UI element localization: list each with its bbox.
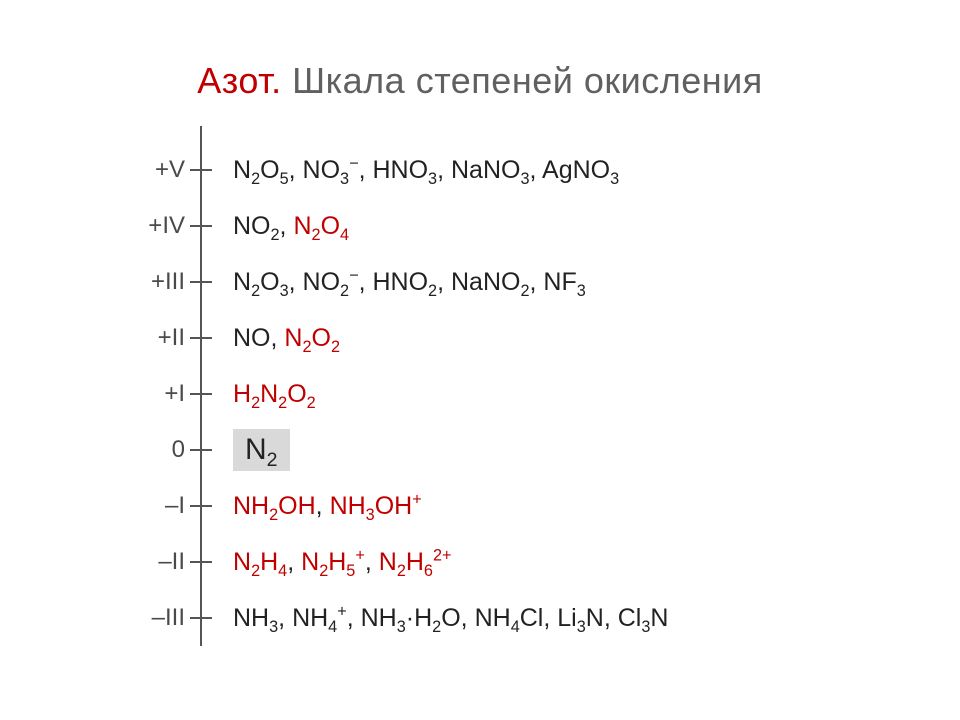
compound-list: H2N2O2 [233, 380, 316, 409]
compound: Cl3N [618, 604, 669, 632]
separator: , [359, 268, 373, 296]
compound: NO2− [303, 268, 359, 296]
axis-tick [190, 561, 212, 563]
separator: , [271, 324, 285, 352]
title-prefix: Азот. [197, 60, 281, 101]
zero-state-box: N2 [233, 429, 290, 471]
separator: , [530, 156, 543, 184]
separator: , [530, 268, 544, 296]
oxidation-state-label: –III [130, 604, 185, 632]
separator: , [359, 156, 373, 184]
scale-row: –III NH3, NH4+, NH3·H2O, NH4Cl, Li3N, Cl3… [130, 602, 900, 634]
separator: , [289, 156, 303, 184]
compound: Li3N [557, 604, 604, 632]
separator: , [604, 604, 618, 632]
scale-row: +III N2O3, NO2−, HNO2, NaNO2, NF3 [130, 266, 900, 298]
title-rest: Шкала степеней окисления [282, 60, 763, 101]
separator: , [543, 604, 557, 632]
compound: HNO3 [372, 156, 437, 184]
compound: NH2OH [233, 492, 316, 520]
compound: NH3OH+ [330, 492, 422, 520]
separator: , [365, 548, 379, 576]
compound-list: NO2, N2O4 [233, 212, 349, 241]
compound-list: N2O3, NO2−, HNO2, NaNO2, NF3 [233, 268, 586, 297]
separator: , [287, 548, 301, 576]
axis-tick [190, 505, 212, 507]
separator: , [280, 212, 294, 240]
axis-tick [190, 449, 212, 451]
compound: NF3 [543, 268, 585, 296]
oxidation-state-label: +I [130, 380, 185, 408]
separator: , [461, 604, 475, 632]
compound: HNO2 [372, 268, 437, 296]
oxidation-state-label: +II [130, 324, 185, 352]
separator: , [437, 268, 451, 296]
compound: N2H62+ [379, 548, 452, 576]
compound: NH3 [233, 604, 278, 632]
compound: N2H4 [233, 548, 287, 576]
separator: , [437, 156, 451, 184]
oxidation-state-label: 0 [130, 436, 185, 464]
separator: , [347, 604, 361, 632]
axis-tick [190, 225, 212, 227]
axis-tick [190, 169, 212, 171]
page-title: Азот. Шкала степеней окисления [0, 0, 960, 126]
scale-row: +II NO, N2O2 [130, 322, 900, 354]
oxidation-state-label: –II [130, 548, 185, 576]
oxidation-state-label: +V [130, 156, 185, 184]
oxidation-state-label: +III [130, 268, 185, 296]
compound-list: NH2OH, NH3OH+ [233, 492, 422, 521]
compound: NaNO3 [451, 156, 530, 184]
scale-row: +V N2O5, NO3−, HNO3, NaNO3, AgNO3 [130, 154, 900, 186]
compound: N2O2 [284, 324, 340, 352]
scale-row: 0N2 [130, 434, 900, 466]
scale-row: +IV NO2, N2O4 [130, 210, 900, 242]
compound-list: NO, N2O2 [233, 324, 340, 353]
compound: NH4Cl [475, 604, 544, 632]
compound-list: N2 [233, 429, 290, 471]
compound: N2H5+ [301, 548, 365, 576]
compound: N2O5 [233, 156, 289, 184]
separator: , [316, 492, 330, 520]
compound: N2O4 [293, 212, 349, 240]
axis-tick [190, 617, 212, 619]
compound: NaNO2 [451, 268, 530, 296]
separator: , [289, 268, 303, 296]
compound: NO [233, 324, 271, 352]
scale-row: –II N2H4, N2H5+, N2H62+ [130, 546, 900, 578]
separator: , [278, 604, 292, 632]
axis-tick [190, 393, 212, 395]
oxidation-state-label: –I [130, 492, 185, 520]
compound-list: N2H4, N2H5+, N2H62+ [233, 548, 452, 577]
oxidation-scale: +V N2O5, NO3−, HNO3, NaNO3, AgNO3 +IV NO2, … [130, 126, 900, 666]
scale-row: –I NH2OH, NH3OH+ [130, 490, 900, 522]
compound: NH3·H2O [361, 604, 461, 632]
compound: NO2 [233, 212, 280, 240]
axis-tick [190, 337, 212, 339]
compound: N2O3 [233, 268, 289, 296]
compound-list: NH3, NH4+, NH3·H2O, NH4Cl, Li3N, Cl3N [233, 604, 668, 633]
oxidation-state-label: +IV [130, 212, 185, 240]
axis-tick [190, 281, 212, 283]
compound: NO3− [303, 156, 359, 184]
compound: NH4+ [292, 604, 347, 632]
compound: H2N2O2 [233, 380, 316, 408]
compound-list: N2O5, NO3−, HNO3, NaNO3, AgNO3 [233, 156, 619, 185]
compound: AgNO3 [542, 156, 619, 184]
scale-row: +I H2N2O2 [130, 378, 900, 410]
